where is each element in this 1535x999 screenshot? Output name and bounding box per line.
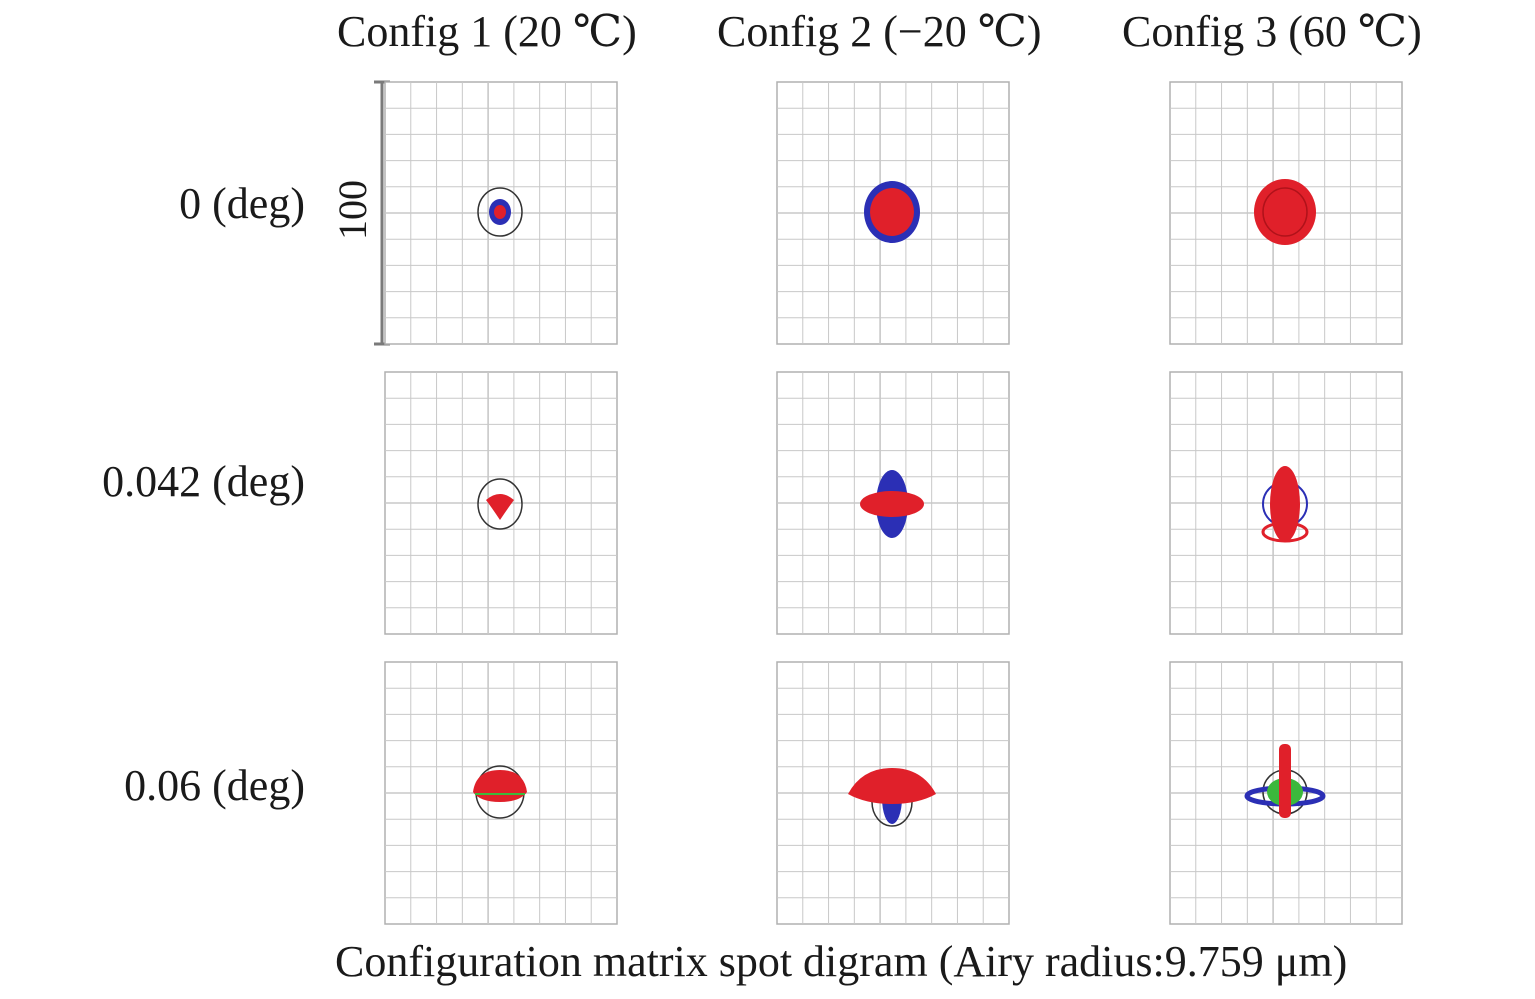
- row-label-3: 0.06 (deg): [124, 761, 305, 810]
- spot-pattern-r1-c3: [1254, 179, 1316, 245]
- spot-panel-r3-c2: [776, 661, 1010, 925]
- spot-panel-r1-c3: [1169, 81, 1403, 345]
- spot-panel-r1-c1: [384, 81, 618, 345]
- spot-pattern-r2-c3: [1261, 466, 1309, 543]
- column-header-2: Config 2 (−20 ℃): [717, 7, 1042, 56]
- spot-pattern-r3-c2: [848, 768, 936, 827]
- figure-caption: Configuration matrix spot digram (Airy r…: [335, 937, 1348, 986]
- spot-pattern-r1-c1: [477, 187, 523, 237]
- spot-panel-r2-c1: [384, 371, 618, 635]
- spot-panel-r2-c3: [1169, 371, 1403, 635]
- spot-pattern-r3-c1: [473, 765, 527, 819]
- spot-pattern-r2-c2: [860, 470, 924, 538]
- column-header-3: Config 3 (60 ℃): [1122, 7, 1422, 56]
- row-label-2: 0.042 (deg): [102, 457, 305, 506]
- column-header-1: Config 1 (20 ℃): [337, 7, 637, 56]
- spot-pattern-r3-c3: [1244, 744, 1326, 818]
- spot-panel-r2-c2: [776, 371, 1010, 635]
- spot-panel-r1-c2: [776, 81, 1010, 345]
- spot-panel-r3-c1: [384, 661, 618, 925]
- row-label-1: 0 (deg): [179, 179, 305, 228]
- spot-pattern-r1-c2: [864, 181, 920, 243]
- spot-pattern-r2-c1: [477, 478, 523, 530]
- spot-panel-r3-c3: [1169, 661, 1403, 925]
